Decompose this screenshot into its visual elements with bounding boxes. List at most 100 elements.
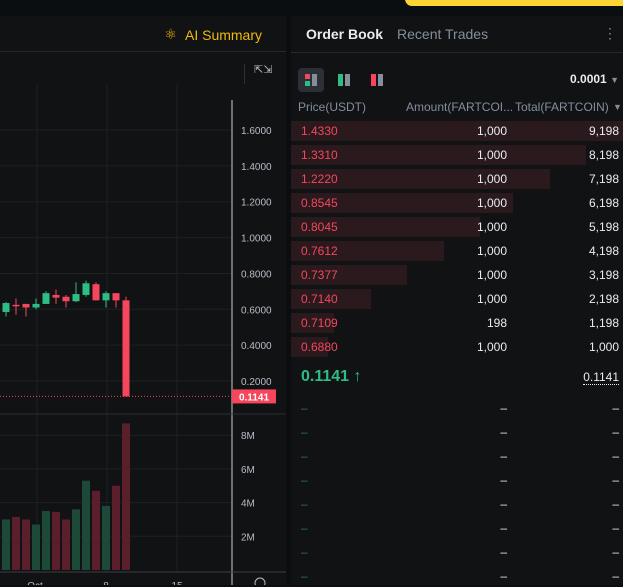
ask-row[interactable]: 0.8045 1,000 5,198: [291, 216, 623, 238]
ask-row[interactable]: 0.7377 1,000 3,198: [291, 264, 623, 286]
candle-body: [122, 300, 130, 397]
price-tick: 1.4000: [241, 162, 272, 173]
ask-amount: 198: [486, 316, 507, 330]
candle-body: [102, 293, 110, 301]
depth-bar: [291, 169, 550, 189]
ask-row[interactable]: 0.7612 1,000 4,198: [291, 240, 623, 262]
bid-row[interactable]: – – –: [291, 565, 623, 587]
ask-total: 5,198: [588, 220, 619, 234]
candle-body: [62, 296, 70, 302]
candle-body: [82, 283, 90, 295]
ask-price: 0.7140: [301, 292, 338, 306]
price-tick: 0.8000: [241, 269, 272, 280]
price-tick: 1.6000: [241, 126, 272, 137]
book-both-icon: [305, 74, 317, 86]
bid-amount: –: [500, 545, 507, 559]
ask-price: 0.6880: [301, 340, 338, 354]
bid-price: –: [301, 425, 308, 439]
view-bids-button[interactable]: [331, 68, 357, 92]
ask-amount: 1,000: [476, 268, 507, 282]
time-tick: 8: [103, 581, 109, 585]
ask-row[interactable]: 0.8545 1,000 6,198: [291, 192, 623, 214]
bid-row[interactable]: – – –: [291, 445, 623, 467]
price-tick: 0.6000: [241, 305, 272, 316]
order-book-panel: Order Book Recent Trades ⋮ 0.0001 ▼ Pric…: [291, 16, 623, 585]
ask-total: 9,198: [588, 124, 619, 138]
ask-total: 2,198: [588, 292, 619, 306]
candle-body: [42, 293, 50, 304]
ask-row[interactable]: 1.3310 1,000 8,198: [291, 144, 623, 166]
ask-row[interactable]: 0.6880 1,000 1,000: [291, 336, 623, 358]
volume-bar: [12, 516, 20, 570]
chevron-down-icon: ▼: [610, 75, 619, 85]
mark-price[interactable]: 0.1141: [583, 370, 619, 385]
ai-summary-button[interactable]: ⚛ AI Summary: [164, 26, 262, 43]
book-asks-icon: [371, 74, 383, 86]
price-tick: 1.0000: [241, 234, 272, 245]
price-tick: 0.2000: [241, 377, 272, 388]
ask-amount: 1,000: [476, 244, 507, 258]
toolbar-divider: [244, 64, 245, 84]
bid-total: –: [612, 449, 619, 463]
atom-icon: ⚛: [164, 26, 177, 42]
chevron-down-icon[interactable]: ▼: [613, 102, 622, 112]
bid-row[interactable]: – – –: [291, 541, 623, 563]
bid-row[interactable]: – – –: [291, 493, 623, 515]
ask-price: 0.7377: [301, 268, 338, 282]
view-both-button[interactable]: [298, 68, 324, 92]
volume-bar: [92, 490, 100, 570]
depth-bar: [291, 193, 514, 213]
ask-row[interactable]: 1.2220 1,000 7,198: [291, 168, 623, 190]
candle-body: [112, 293, 120, 301]
volume-tick: 8M: [241, 431, 255, 442]
tab-recent-trades[interactable]: Recent Trades: [397, 26, 489, 42]
ask-amount: 1,000: [476, 340, 507, 354]
ask-row[interactable]: 0.7140 1,000 2,198: [291, 288, 623, 310]
ask-price: 0.8045: [301, 220, 338, 234]
bid-amount: –: [500, 521, 507, 535]
ask-total: 1,198: [588, 316, 619, 330]
candle-body: [22, 303, 30, 308]
volume-tick: 6M: [241, 465, 255, 476]
tick-size-select[interactable]: 0.0001 ▼: [570, 72, 619, 86]
bid-total: –: [612, 521, 619, 535]
ask-total: 7,198: [588, 172, 619, 186]
current-price-label: 0.1141: [239, 392, 269, 403]
bid-row[interactable]: – – –: [291, 421, 623, 443]
ask-total: 4,198: [588, 244, 619, 258]
candle-body: [72, 294, 80, 302]
bid-row[interactable]: – – –: [291, 517, 623, 539]
more-icon[interactable]: ⋮: [603, 25, 617, 41]
bid-amount: –: [500, 425, 507, 439]
bid-row[interactable]: – – –: [291, 397, 623, 419]
candle-body: [2, 303, 10, 312]
depth-bar: [291, 289, 371, 309]
bid-row[interactable]: – – –: [291, 469, 623, 491]
volume-bar: [42, 511, 50, 570]
depth-bar: [291, 145, 587, 165]
ask-row[interactable]: 1.4330 1,000 9,198: [291, 120, 623, 142]
ask-amount: 1,000: [476, 196, 507, 210]
ask-row[interactable]: 0.7109 198 1,198: [291, 312, 623, 334]
tab-order-book[interactable]: Order Book: [306, 26, 384, 42]
col-total[interactable]: Total(FARTCOIN): [515, 100, 609, 114]
ask-amount: 1,000: [476, 292, 507, 306]
ask-total: 3,198: [588, 268, 619, 282]
expand-icon[interactable]: ⇱⇲: [254, 64, 273, 76]
volume-bar: [2, 519, 10, 570]
last-price: 0.1141 ↑: [301, 368, 362, 385]
candlestick-chart[interactable]: 1.6000 1.4000 1.2000 1.0000 0.8000 0.6000 0.40…: [0, 16, 286, 585]
bid-amount: –: [500, 569, 507, 583]
volume-bar: [22, 519, 30, 570]
volume-bar: [62, 519, 70, 570]
ask-amount: 1,000: [476, 124, 507, 138]
view-asks-button[interactable]: [364, 68, 390, 92]
arrow-up-icon: ↑: [353, 368, 362, 385]
last-price-row: 0.1141 ↑ 0.1141: [291, 366, 623, 390]
depth-bar: [291, 265, 408, 285]
bid-total: –: [612, 401, 619, 415]
ask-amount: 1,000: [476, 148, 507, 162]
top-action-button[interactable]: [405, 0, 623, 6]
volume-bar: [32, 524, 40, 570]
volume-bar: [122, 423, 130, 570]
